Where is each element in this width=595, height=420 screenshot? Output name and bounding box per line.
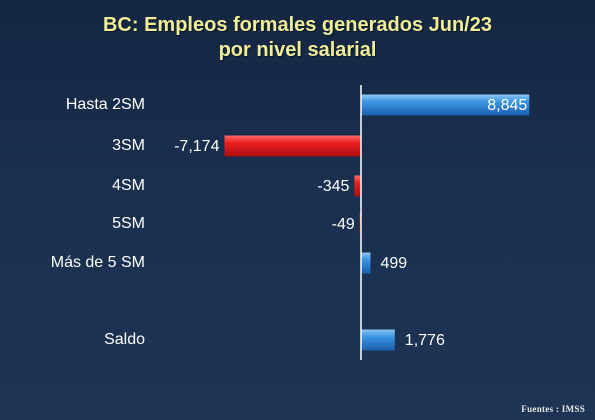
value-label-saldo: 1,776 [405,332,445,349]
value-label-5sm: -49 [332,216,355,233]
source-note: Fuentes : IMSS [521,404,585,414]
value-label-hasta-2sm: 8,845 [487,97,527,114]
value-label-4sm: -345 [317,178,349,195]
category-label-5sm: 5SM [112,215,145,232]
category-label-4sm: 4SM [112,177,145,194]
bar-3sm [224,135,361,157]
value-label-mas-de-5-sm: 499 [380,255,407,272]
bar-saldo [361,329,395,351]
value-label-3sm: -7,174 [174,138,219,155]
category-label-mas-de-5-sm: Más de 5 SM [51,254,145,271]
category-label-hasta-2sm: Hasta 2SM [66,96,145,113]
category-label-3sm: 3SM [112,137,145,154]
category-label-saldo: Saldo [104,331,145,348]
bar-hasta-2sm [361,94,530,116]
title-line-1: BC: Empleos formales generados Jun/23 [102,14,492,36]
bar-mas-de-5-sm [361,252,371,274]
chart-title: BC: Empleos formales generados Jun/23 po… [40,13,555,63]
title-line-2: por nivel salarial [218,39,377,61]
bar-4sm [354,175,361,197]
